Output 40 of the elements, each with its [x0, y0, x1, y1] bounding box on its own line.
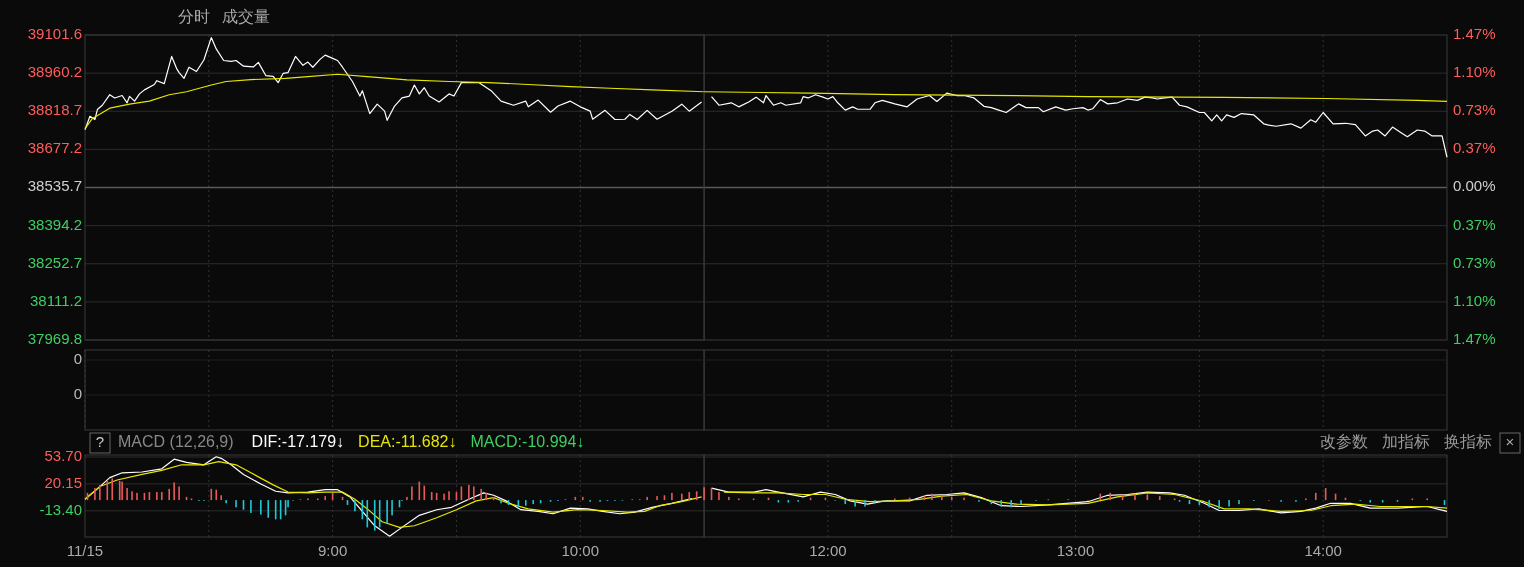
- y-tick-label: 38960.2: [27, 63, 82, 81]
- text: 1.47%: [1453, 329, 1496, 347]
- x-tick-label: 11/15: [66, 541, 104, 559]
- x-tick-label: 14:00: [1304, 541, 1342, 559]
- chart-title: MACD (12,26,9): [118, 433, 234, 451]
- text: ?: [95, 432, 105, 450]
- text: 0.73%: [1453, 101, 1496, 119]
- y-tick-label: 38111.2: [30, 291, 82, 309]
- y-tick-label: 38677.2: [27, 139, 82, 157]
- series-label: DIF:-17.179↓: [251, 433, 345, 451]
- y-tick-label: 38252.7: [27, 253, 82, 271]
- text: ×: [1505, 432, 1515, 450]
- y-tick-label: 38394.2: [27, 215, 82, 233]
- x-tick-label: 13:00: [1056, 541, 1095, 559]
- text: 加指标: [1382, 433, 1430, 451]
- text: DEA:-11.682↓: [358, 433, 457, 451]
- text: 分时: [178, 8, 210, 26]
- y-tick-label: 53.70: [44, 446, 82, 464]
- x-tick-label: 12:00: [809, 541, 847, 559]
- text: 0.73%: [1453, 253, 1496, 271]
- text: 0: [73, 384, 82, 402]
- y-tick-label: 38535.7: [27, 177, 82, 195]
- text: 1.10%: [1453, 291, 1496, 309]
- text: MACD:-10.994↓: [470, 433, 585, 451]
- y-tick-label: 37969.8: [27, 329, 82, 347]
- text: 0.00%: [1453, 177, 1496, 195]
- text: 1.10%: [1453, 63, 1496, 81]
- y-tick-label: 20.15: [44, 473, 82, 491]
- x-tick-label: 9:00: [318, 541, 348, 559]
- text: 换指标: [1444, 433, 1492, 451]
- text: 改参数: [1320, 433, 1368, 451]
- text: 0.37%: [1453, 139, 1496, 157]
- text: 成交量: [222, 8, 270, 26]
- x-tick-label: 10:00: [561, 541, 600, 559]
- y-tick-label: 38818.7: [27, 101, 82, 119]
- text: 0: [73, 349, 82, 367]
- y-tick-label: 39101.6: [27, 24, 82, 42]
- text: 0.37%: [1453, 215, 1496, 233]
- y-tick-label: -13.40: [39, 500, 82, 518]
- text: 1.47%: [1453, 24, 1496, 42]
